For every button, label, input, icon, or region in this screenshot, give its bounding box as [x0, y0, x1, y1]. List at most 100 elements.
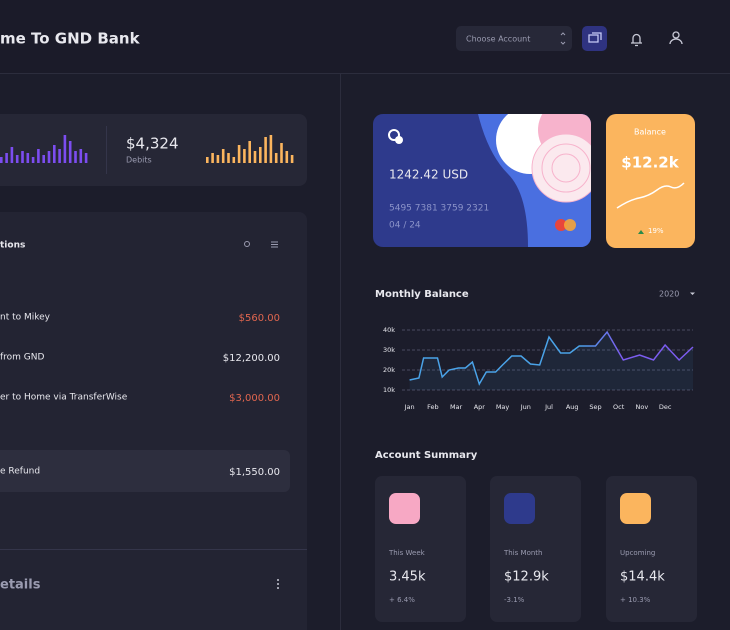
spark-bar	[280, 143, 283, 163]
spark-bar	[237, 145, 241, 163]
spark-bar	[42, 155, 45, 163]
spark-bar	[227, 153, 230, 163]
transaction-name: nt to Mikey	[0, 313, 51, 323]
x-tick-label: Sep	[589, 403, 601, 411]
spark-bar	[232, 157, 236, 163]
spark-bar	[0, 157, 3, 163]
y-tick-label: 20k	[383, 366, 395, 374]
summary-label: This Week	[388, 549, 426, 557]
transaction-amount: $3,000.00	[229, 393, 280, 404]
spark-bar	[58, 149, 61, 163]
spark-bar	[63, 135, 67, 163]
spark-bar	[216, 155, 220, 163]
card-number: 5495 7381 3759 2321	[389, 204, 489, 214]
y-tick-label: 40k	[383, 326, 395, 334]
chart-title: Monthly Balance	[375, 289, 469, 300]
selected-row	[0, 450, 290, 492]
card-circle	[541, 143, 591, 193]
card-expiry: 04 / 24	[389, 221, 421, 231]
spark-bar	[243, 149, 246, 163]
balance-card	[606, 114, 695, 248]
x-tick-label: Nov	[636, 403, 649, 411]
summary-icon	[620, 493, 651, 524]
spark-bar	[274, 153, 278, 163]
x-tick-label: May	[496, 403, 510, 411]
spark-bar	[285, 151, 289, 163]
summary-change: + 6.4%	[389, 596, 415, 604]
spark-bar	[253, 151, 257, 163]
bank-card	[373, 114, 591, 247]
card-brand	[564, 219, 576, 231]
line	[409, 330, 694, 386]
spark-bar	[68, 141, 72, 163]
transaction-amount: $560.00	[239, 313, 280, 324]
year-select[interactable]: 2020	[659, 290, 679, 299]
user-icon[interactable]	[672, 31, 680, 39]
x-tick-label: Oct	[613, 403, 625, 411]
spark-bar	[10, 147, 14, 163]
transaction-name: from GND	[0, 353, 45, 363]
details-title: etails	[0, 578, 41, 593]
account-select[interactable]	[456, 26, 572, 51]
transaction-amount: $1,550.00	[229, 467, 280, 478]
transaction-name: er to Home via TransferWise	[0, 393, 128, 403]
up-arrow	[638, 230, 644, 234]
search-icon[interactable]	[244, 241, 250, 247]
card-logo	[388, 129, 400, 141]
x-tick-label: Jul	[544, 403, 553, 411]
summary-change: + 10.3%	[620, 596, 651, 604]
spark-bar	[290, 155, 294, 163]
menu-icon[interactable]	[271, 241, 278, 248]
spark-bar	[206, 157, 209, 163]
summary-label: Upcoming	[620, 549, 655, 557]
x-tick-label: Apr	[474, 403, 486, 411]
spark-bar	[26, 153, 30, 163]
spark-bar	[31, 157, 35, 163]
summary-change: -3.1%	[504, 596, 525, 604]
spark-bar	[211, 153, 214, 163]
bell-icon[interactable]	[631, 33, 642, 47]
messages-icon	[588, 32, 602, 43]
header	[0, 0, 730, 73]
spark-bar	[248, 141, 251, 163]
debits-sparkline	[206, 135, 294, 163]
card-circle	[551, 153, 581, 183]
spark-bar	[47, 151, 51, 163]
x-tick-label: Feb	[427, 403, 439, 411]
balance-change: 19%	[648, 227, 664, 235]
spark-bar	[37, 149, 40, 163]
card-balance: 1242.42 USD	[389, 168, 468, 182]
transaction-amount: $12,200.00	[223, 353, 280, 364]
spark-bar	[74, 151, 77, 163]
balance-sparkline	[616, 182, 685, 209]
transaction-name: e Refund	[0, 467, 40, 477]
spark-bar	[221, 149, 225, 163]
y-tick-label: 10k	[383, 386, 395, 394]
page-title: me To GND Bank	[0, 30, 141, 48]
summary-icon	[504, 493, 535, 524]
select-arrow	[560, 32, 566, 45]
year-arrow	[690, 292, 695, 295]
summary-title: Account Summary	[375, 450, 478, 461]
summary-icon	[389, 493, 420, 524]
summary-value: $14.4k	[620, 570, 665, 585]
spark-bar	[5, 153, 8, 163]
card-brand	[555, 219, 567, 231]
spark-bar	[79, 149, 83, 163]
spark-bar	[264, 137, 267, 163]
spark-bar	[53, 145, 56, 163]
summary-value: 3.45k	[389, 570, 426, 585]
x-tick-label: Dec	[659, 403, 672, 411]
user-icon-body	[669, 38, 683, 45]
account-select-text: Choose Account	[466, 35, 530, 44]
spark-bar	[84, 153, 88, 163]
spark-bar	[21, 151, 24, 163]
line-area	[409, 332, 693, 390]
card-logo	[395, 136, 403, 144]
messages-button[interactable]	[582, 26, 607, 51]
balance-title: Balance	[634, 128, 666, 137]
summary-label: This Month	[503, 549, 542, 557]
spark-bar	[259, 147, 262, 163]
spark-bar	[15, 155, 19, 163]
